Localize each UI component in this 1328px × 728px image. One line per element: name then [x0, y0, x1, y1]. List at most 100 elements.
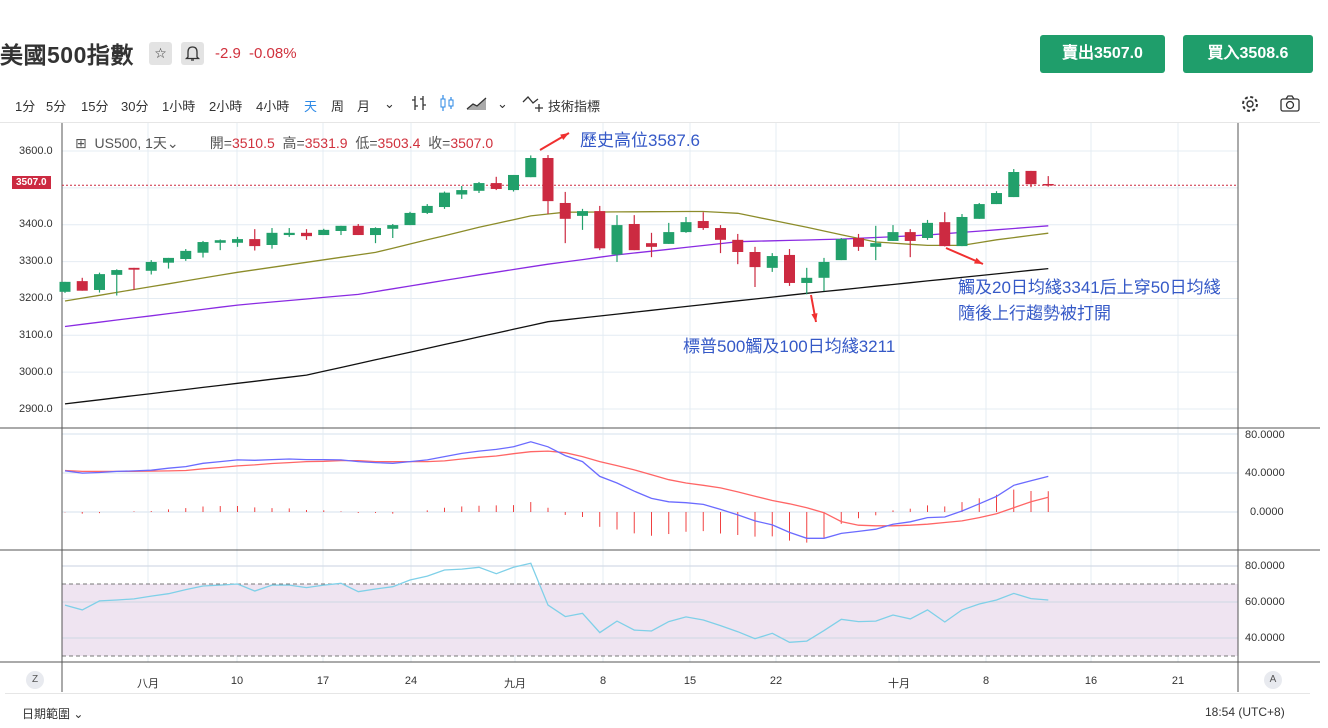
more-intervals-dropdown[interactable]: ⌄: [384, 96, 395, 111]
bar-chart-type-icon[interactable]: [410, 94, 428, 115]
time-axis-label: 17: [316, 675, 330, 687]
chevron-down-icon[interactable]: ⌄: [166, 135, 179, 151]
chart-canvas[interactable]: [0, 0, 1328, 700]
screenshot-camera-icon[interactable]: [1279, 94, 1301, 117]
interval-4h[interactable]: 4小時: [256, 99, 290, 114]
indicators-button[interactable]: 技術指標: [548, 99, 601, 114]
candle-down: [352, 225, 364, 236]
zoom-reset-button[interactable]: Z: [26, 671, 44, 689]
candle-down: [249, 239, 261, 247]
candle-down: [301, 232, 312, 237]
candle-up: [956, 216, 968, 247]
date-range-dropdown[interactable]: 日期範圍 ⌄: [22, 707, 84, 721]
footer-divider: [5, 693, 1310, 694]
price-axis-label: 3300.0: [19, 255, 53, 267]
candle-up: [456, 190, 468, 195]
candle-down: [939, 222, 951, 247]
candle-chart-type-icon[interactable]: [438, 94, 456, 115]
close-value: 3507.0: [450, 135, 494, 151]
interval-month[interactable]: 月: [357, 99, 371, 114]
ma20-line: [64, 210, 1049, 302]
clock-timezone[interactable]: 18:54 (UTC+8): [1205, 705, 1285, 719]
time-axis-label: 15: [683, 675, 697, 687]
candle-down: [715, 228, 726, 240]
annotation-ma100-touch: 標普500觸及100日均綫3211: [683, 337, 896, 356]
macd-axis-label: 0.0000: [1250, 506, 1284, 518]
time-axis-label: 22: [769, 675, 783, 687]
legend-toggle-icon[interactable]: ⊞: [75, 135, 87, 151]
high-label: 高=: [282, 135, 305, 151]
candle-up: [680, 222, 692, 233]
candle-up: [439, 192, 450, 208]
candle-down: [732, 239, 744, 252]
candle-up: [283, 232, 295, 236]
candle-up: [318, 229, 330, 236]
candle-up: [922, 222, 933, 238]
candle-up: [991, 193, 1002, 205]
candle-up: [508, 174, 519, 191]
candle-up: [145, 261, 157, 271]
candle-up: [801, 277, 813, 283]
candle-down: [1025, 170, 1037, 185]
interval-15m[interactable]: 15分: [81, 99, 109, 114]
price-axis-label: 2900.0: [19, 403, 53, 415]
macd-dif-line: [64, 441, 1049, 539]
time-axis-label: 十月: [888, 678, 910, 690]
candle-up: [111, 270, 123, 275]
candle-up: [577, 211, 588, 216]
candle-down: [76, 281, 88, 291]
time-axis-label: 16: [1084, 675, 1098, 687]
annotation-all-time-high: 歷史高位3587.6: [580, 131, 700, 150]
interval-1h[interactable]: 1小時: [162, 99, 196, 114]
interval-1m[interactable]: 1分: [15, 99, 36, 114]
symbol-selector[interactable]: US500, 1天: [94, 135, 167, 151]
time-axis-label: 10: [230, 675, 244, 687]
area-chart-type-icon[interactable]: [466, 94, 488, 115]
candle-up: [525, 158, 537, 178]
candle-down: [749, 251, 761, 268]
rsi-axis-label: 60.0000: [1245, 596, 1285, 608]
price-axis-label: 3600.0: [19, 145, 53, 157]
page-title: 美國500指數: [0, 42, 134, 68]
price-alert-bell-icon[interactable]: [181, 42, 204, 65]
low-label: 低=: [355, 135, 378, 151]
interval-week[interactable]: 周: [331, 99, 345, 114]
time-axis-label: 24: [404, 675, 418, 687]
candle-down: [784, 254, 795, 283]
settings-gear-icon[interactable]: [1240, 94, 1260, 117]
candle-down: [697, 221, 709, 229]
interval-2h[interactable]: 2小時: [209, 99, 243, 114]
price-axis-label: 3000.0: [19, 366, 53, 378]
chart-type-dropdown[interactable]: ⌄: [497, 96, 508, 111]
interval-5m[interactable]: 5分: [46, 99, 67, 114]
candle-down: [853, 237, 864, 247]
interval-30m[interactable]: 30分: [121, 99, 149, 114]
ohlc-legend: ⊞ US500, 1天⌄ 開=3510.5 高=3531.9 低=3503.4 …: [75, 133, 493, 153]
favorite-star-icon[interactable]: ☆: [149, 42, 172, 65]
time-axis-label: 九月: [504, 678, 526, 690]
open-label: 開=: [209, 135, 232, 151]
time-axis-label: 八月: [137, 678, 159, 690]
buy-button[interactable]: 買入3508.6: [1183, 35, 1313, 73]
high-value: 3531.9: [304, 135, 348, 151]
interval-day[interactable]: 天: [304, 99, 318, 114]
annotation-arrowhead-icon: [811, 313, 818, 322]
price-change: -2.9: [215, 45, 241, 62]
indicators-icon[interactable]: [522, 94, 548, 117]
low-value: 3503.4: [377, 135, 421, 151]
auto-scale-button[interactable]: A: [1264, 671, 1282, 689]
rsi-axis-label: 80.0000: [1245, 560, 1285, 572]
annotation-ma20-line2: 隨後上行趨勢被打開: [958, 304, 1111, 323]
candle-up: [870, 243, 882, 247]
annotation-ma20-line1: 觸及20日均綫3341后上穿50日均綫: [958, 278, 1221, 297]
candle-up: [611, 225, 623, 255]
candle-up: [421, 205, 433, 213]
candle-up: [887, 232, 899, 241]
ma100-line: [64, 267, 1049, 405]
candle-up: [197, 242, 209, 253]
annotation-arrowhead-icon: [560, 133, 569, 140]
candle-up: [818, 261, 830, 278]
open-value: 3510.5: [231, 135, 275, 151]
sell-button[interactable]: 賣出3507.0: [1040, 35, 1165, 73]
candle-down: [128, 267, 140, 270]
